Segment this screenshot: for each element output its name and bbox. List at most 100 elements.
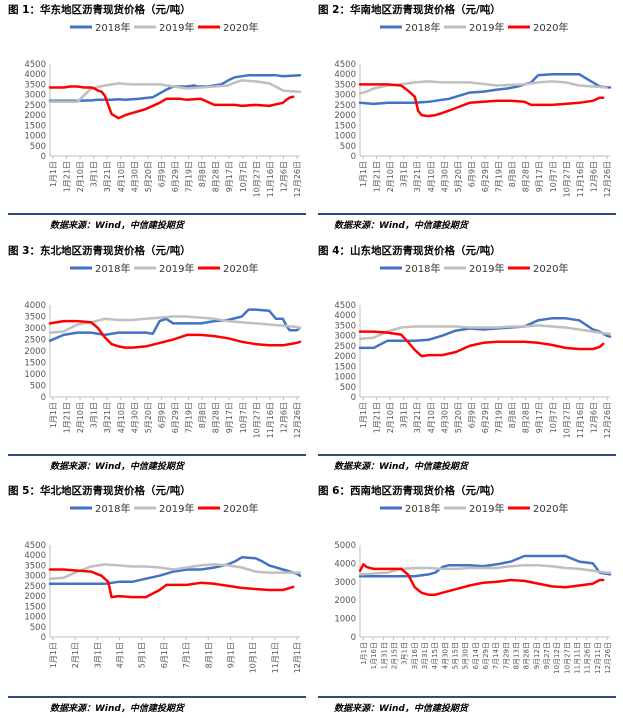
y-tick-label: 500 [30,142,46,152]
y-tick-label: 2000 [334,596,356,606]
x-tick-label: 9月17日 [225,402,234,433]
x-tick-label: 5月20日 [454,161,463,192]
chart-panel-6: 图 6：西南地区沥青现货价格（元/吨） 2018年 2019年 2020年 0 1000… [318,483,616,715]
y-tick-label: 0 [41,393,46,403]
x-tick-label: 12月26日 [604,642,612,674]
x-tick-label: 10月7日 [239,402,248,433]
legend: 2018年 2019年 2020年 [70,262,258,275]
y-tick-label: 3500 [334,80,356,90]
x-tick-label: 2月1日 [71,642,80,668]
series-line-2020年 [358,563,605,596]
x-tick-label: 7月19日 [495,402,504,433]
y-tick-label: 1000 [24,613,46,623]
legend-label: 2020年 [533,502,568,515]
x-tick-label: 4月10日 [117,402,126,433]
x-tick-label: 6月1日 [160,642,169,668]
y-tick-label: 4000 [334,559,356,569]
x-tick-label: 1月1日 [360,642,368,665]
x-tick-label: 2月15日 [391,642,399,669]
x-tick-label: 1月21日 [63,161,72,192]
chart-panel-1: 图 1：华东地区沥青现货价格（元/吨） 2018年 2019年 2020年 0 500 1… [8,2,306,232]
y-tick-label: 0 [41,152,46,162]
series-line-2019年 [358,324,612,340]
chart-panel-4: 图 4：山东地区沥青现货价格（元/吨） 2018年 2019年 2020年 0 500 1… [318,243,616,473]
y-tick-label: 2500 [24,582,46,592]
source-note: 数据来源：Wind，中信建投期货 [50,704,184,714]
y-tick-label: 2000 [24,347,46,357]
x-tick-label: 8月13日 [513,642,521,669]
series-line-2019年 [358,563,612,576]
x-tick-label: 1月1日 [49,161,58,187]
x-tick-label: 10月1日 [249,642,258,673]
x-tick-label: 5月30日 [462,642,470,669]
y-tick-label: 1500 [24,121,46,131]
divider [318,696,616,698]
x-tick-label: 7月19日 [185,402,194,433]
x-tick-label: 12月26日 [293,402,302,438]
x-tick-label: 5月1日 [138,642,147,668]
line-chart-shandong: 2018年 2019年 2020年0500100015002000250030003… [334,262,612,438]
y-tick-label: 2500 [334,342,356,352]
series-line-2018年 [48,556,302,586]
y-tick-label: 1500 [24,602,46,612]
legend-label: 2018年 [95,21,130,34]
y-tick-label: 3000 [334,91,356,101]
chart-title: 图 4：山东地区沥青现货价格（元/吨） [318,245,501,257]
x-tick-label: 8月28日 [212,402,221,433]
line-chart-south-china: 2018年 2019年 2020年0500100015002000250030003… [334,21,612,197]
chart-title: 图 2：华南地区沥青现货价格（元/吨） [318,4,501,16]
x-tick-label: 3月21日 [413,161,422,192]
x-tick-label: 1月1日 [359,402,368,428]
x-tick-label: 3月1日 [400,402,409,428]
y-tick-label: 2000 [334,352,356,362]
x-tick-label: 3月1日 [401,642,409,665]
x-tick-label: 12月26日 [603,161,612,197]
source-note: 数据来源：Wind，中信建投期货 [334,704,468,714]
divider [318,454,616,456]
y-tick-label: 500 [30,623,46,633]
x-tick-label: 6月29日 [171,161,180,192]
x-tick-label: 9月12日 [533,642,541,669]
x-tick-label: 5月20日 [454,402,463,433]
x-tick-label: 2月10日 [386,402,395,433]
x-tick-label: 9月27日 [543,642,551,669]
y-tick-label: 3500 [334,321,356,331]
y-tick-label: 5000 [334,541,356,551]
legend-label: 2019年 [159,21,194,34]
x-tick-label: 11月26日 [584,642,592,674]
x-tick-label: 4月30日 [130,161,139,192]
source-note: 数据来源：Wind，中信建投期货 [334,462,468,472]
y-tick-label: 1000 [24,132,46,142]
x-tick-label: 3月16日 [411,642,419,669]
chart-title: 图 1：华东地区沥青现货价格（元/吨） [8,4,191,16]
line-chart-east-china: 2018年 2019年 2020年0500100015002000250030003… [24,21,302,197]
y-tick-label: 1000 [24,370,46,380]
divider [8,213,306,215]
x-tick-label: 10月27日 [563,642,571,674]
x-tick-label: 7月29日 [502,642,510,669]
x-tick-label: 11月11日 [574,642,582,674]
legend-label: 2018年 [405,262,440,275]
source-note: 数据来源：Wind，中信建投期货 [50,221,184,231]
legend: 2018年 2019年 2020年 [70,21,258,34]
x-tick-label: 1月21日 [373,161,382,192]
x-tick-label: 12月1日 [293,642,302,673]
x-tick-label: 1月16日 [370,642,378,669]
x-tick-label: 8月28日 [212,161,221,192]
series-line-2019年 [48,563,302,580]
y-tick-label: 4500 [334,301,356,311]
series-line-2019年 [358,80,608,95]
y-tick-label: 2500 [24,101,46,111]
y-tick-label: 1500 [24,359,46,369]
legend-label: 2020年 [533,262,568,275]
x-tick-label: 10月27日 [562,161,571,197]
x-tick-label: 12月11日 [594,642,602,674]
y-tick-label: 4500 [24,60,46,70]
x-tick-label: 8月8日 [508,161,517,187]
x-tick-label: 7月19日 [185,161,194,192]
legend-label: 2019年 [159,502,194,515]
x-tick-label: 10月27日 [252,161,261,197]
x-tick-label: 6月29日 [481,402,490,433]
x-tick-label: 12月26日 [603,402,612,438]
line-chart-northeast: 2018年 2019年 2020年0500100015002000250030003… [24,262,302,438]
